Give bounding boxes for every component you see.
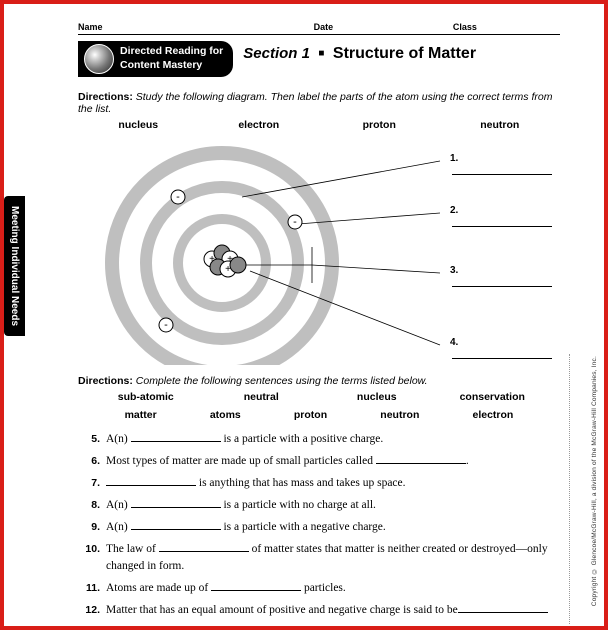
- term: neutron: [440, 119, 561, 131]
- question-number: 10.: [78, 541, 100, 573]
- answer-blank[interactable]: [106, 475, 196, 486]
- answer-blank[interactable]: [131, 431, 221, 442]
- date-label: Date: [314, 22, 453, 32]
- atom-diagram: +++ --- 1.2.3.4.: [78, 137, 560, 365]
- badge-line2: Content Mastery: [120, 59, 223, 73]
- title-text: Section 1 ■ Structure of Matter: [243, 41, 476, 63]
- question-item: 5. A(n) is a particle with a positive cha…: [78, 431, 560, 447]
- term: nucleus: [78, 119, 199, 131]
- question-text: The law of of matter states that matter …: [106, 541, 560, 573]
- svg-text:-: -: [176, 191, 180, 203]
- term: proton: [294, 409, 327, 421]
- question-item: 8. A(n) is a particle with no charge at a…: [78, 497, 560, 513]
- svg-text:-: -: [164, 319, 168, 331]
- question-number: 8.: [78, 497, 100, 513]
- term: sub-atomic: [88, 391, 204, 403]
- directions-1: Directions: Study the following diagram.…: [78, 91, 560, 115]
- badge: Directed Reading for Content Mastery: [78, 41, 233, 77]
- term: proton: [319, 119, 440, 131]
- question-item: 9. A(n) is a particle with a negative cha…: [78, 519, 560, 535]
- question-item: 10. The law of of matter states that matt…: [78, 541, 560, 573]
- answer-blank[interactable]: [458, 602, 548, 613]
- question-text: A(n) is a particle with a positive charg…: [106, 431, 560, 447]
- term-row-3: matter atoms proton neutron electron: [78, 409, 560, 421]
- directions-label: Directions:: [78, 375, 133, 387]
- term-row-1: nucleus electron proton neutron: [78, 119, 560, 131]
- question-item: 11. Atoms are made up of particles.: [78, 580, 560, 596]
- answer-blank[interactable]: [211, 580, 301, 591]
- answer-blank[interactable]: [376, 453, 466, 464]
- question-number: 5.: [78, 431, 100, 447]
- answer-blank[interactable]: [131, 497, 221, 508]
- directions-label: Directions:: [78, 91, 133, 103]
- term: electron: [473, 409, 514, 421]
- diagram-blank[interactable]: 4.: [450, 337, 560, 359]
- term: neutron: [380, 409, 419, 421]
- question-number: 11.: [78, 580, 100, 596]
- question-number: 9.: [78, 519, 100, 535]
- question-item: 7. is anything that has mass and takes u…: [78, 475, 560, 491]
- term: matter: [125, 409, 157, 421]
- question-text: A(n) is a particle with a negative charg…: [106, 519, 560, 535]
- answer-blank[interactable]: [131, 519, 221, 530]
- question-item: 6. Most types of matter are made up of sm…: [78, 453, 560, 469]
- section-label: Section 1: [243, 45, 310, 62]
- title-row: Directed Reading for Content Mastery Sec…: [78, 41, 560, 77]
- question-text: Most types of matter are made up of smal…: [106, 453, 560, 469]
- header-fields: Name Date Class: [78, 22, 560, 35]
- sphere-icon: [84, 44, 114, 74]
- term: conservation: [435, 391, 551, 403]
- bullet-icon: ■: [318, 48, 324, 59]
- diagram-blank[interactable]: 1.: [450, 153, 560, 175]
- class-label: Class: [453, 22, 560, 32]
- directions-2: Directions: Complete the following sente…: [78, 375, 560, 387]
- question-item: 12. Matter that has an equal amount of po…: [78, 602, 560, 618]
- term: electron: [199, 119, 320, 131]
- answer-blank[interactable]: [159, 541, 249, 552]
- term: nucleus: [319, 391, 435, 403]
- question-text: Matter that has an equal amount of posit…: [106, 602, 560, 618]
- main-title: Structure of Matter: [333, 45, 476, 62]
- page-content: Name Date Class Directed Reading for Con…: [4, 4, 604, 626]
- question-number: 6.: [78, 453, 100, 469]
- question-number: 7.: [78, 475, 100, 491]
- term-row-2: sub-atomic neutral nucleus conservation: [78, 391, 560, 403]
- directions-text: Study the following diagram. Then label …: [78, 91, 552, 115]
- term: neutral: [204, 391, 320, 403]
- questions-list: 5. A(n) is a particle with a positive cha…: [78, 431, 560, 618]
- term: atoms: [210, 409, 241, 421]
- svg-text:-: -: [293, 216, 297, 228]
- question-text: A(n) is a particle with no charge at all…: [106, 497, 560, 513]
- name-label: Name: [78, 22, 314, 32]
- directions-text: Complete the following sentences using t…: [136, 375, 428, 387]
- badge-line1: Directed Reading for: [120, 45, 223, 59]
- question-number: 12.: [78, 602, 100, 618]
- page-frame: Meeting Individual Needs Copyright © Gle…: [0, 0, 608, 630]
- question-text: Atoms are made up of particles.: [106, 580, 560, 596]
- diagram-blank[interactable]: 3.: [450, 265, 560, 287]
- question-text: is anything that has mass and takes up s…: [106, 475, 560, 491]
- diagram-blank[interactable]: 2.: [450, 205, 560, 227]
